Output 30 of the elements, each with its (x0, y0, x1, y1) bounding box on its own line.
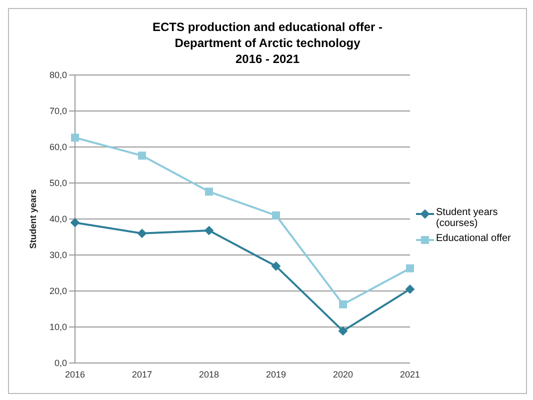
point (272, 262, 280, 271)
x-tick-label: 2017 (132, 369, 152, 380)
x-tick-label: 2019 (266, 369, 286, 380)
point (138, 228, 146, 238)
point (406, 284, 414, 294)
point (204, 226, 214, 236)
point (406, 264, 414, 272)
y-tick-label: 40,0 (49, 214, 67, 224)
point (338, 326, 348, 336)
y-tick-label: 50,0 (49, 178, 67, 188)
y-tick-label: 0,0 (54, 358, 67, 368)
y-tick-label: 10,0 (49, 322, 67, 332)
legend-label: Educational offer (436, 233, 511, 244)
x-tick-label: 2018 (198, 369, 220, 380)
point (71, 134, 79, 142)
point (272, 211, 280, 220)
point (205, 188, 213, 196)
y-tick-label: 80,0 (49, 70, 67, 80)
point (138, 152, 146, 160)
x-tick-label: 2021 (400, 369, 420, 380)
y-axis-title: Student years (28, 189, 38, 249)
y-tick-label: 70,0 (49, 106, 67, 116)
x-tick-label: 2020 (332, 369, 354, 380)
y-tick-label: 30,0 (49, 250, 67, 260)
legend-label: Student years (courses) (436, 207, 498, 229)
x-tick-label: 2016 (64, 369, 86, 380)
chart-title: ECTS production and educational offer - Department of Arctic technology 2016 - 2021 (151, 19, 384, 67)
y-tick-label: 20,0 (49, 286, 67, 296)
point (339, 300, 347, 308)
y-tick-label: 60,0 (49, 142, 67, 152)
